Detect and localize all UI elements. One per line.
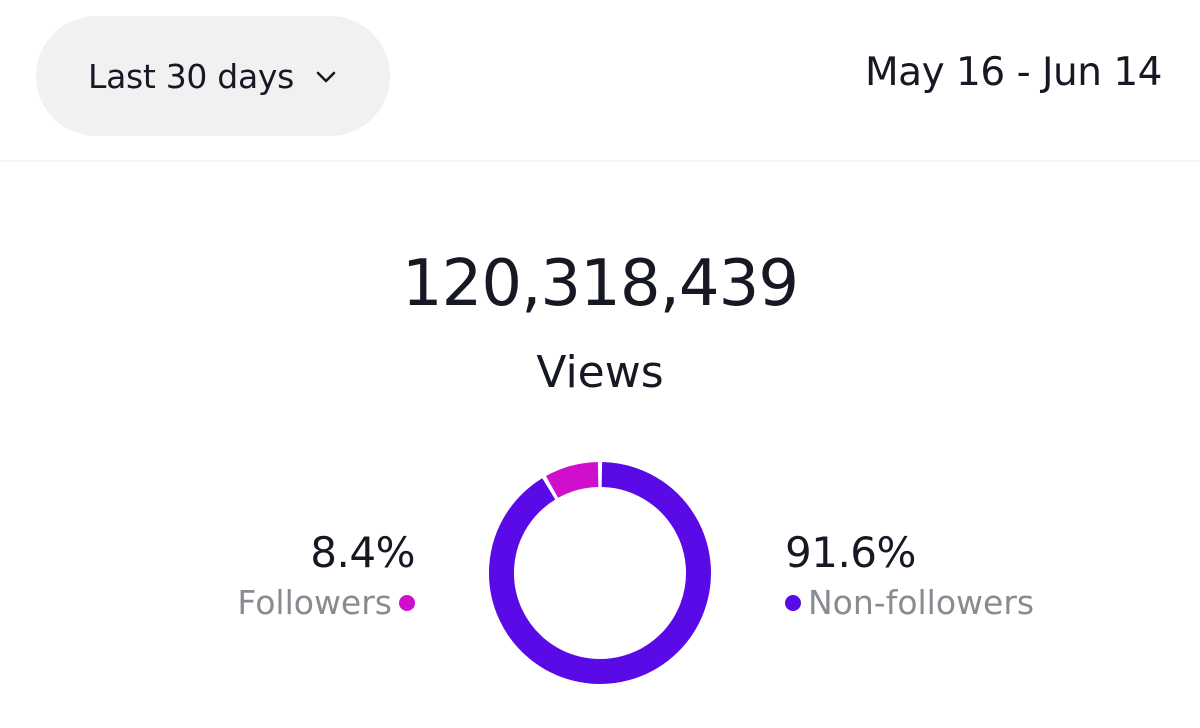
divider — [0, 160, 1200, 162]
views-donut-chart — [489, 462, 711, 684]
followers-stat: 8.4% Followers — [237, 526, 415, 626]
total-views-value: 120,318,439 — [401, 247, 799, 321]
chevron-down-icon — [316, 71, 336, 83]
non-followers-percent: 91.6% — [785, 528, 916, 577]
non-followers-label: Non-followers — [808, 583, 1035, 622]
followers-percent: 8.4% — [310, 528, 415, 577]
followers-dot — [399, 595, 415, 611]
followers-label: Followers — [237, 583, 392, 622]
date-range-text: May 16 - Jun 14 — [865, 50, 1162, 95]
total-views-label: Views — [536, 347, 664, 398]
header: Last 30 days May 16 - Jun 14 — [0, 0, 1200, 160]
date-range-dropdown[interactable]: Last 30 days — [36, 16, 390, 136]
non-followers-stat: 91.6% Non-followers — [785, 526, 1034, 626]
followers-legend: Followers — [237, 580, 415, 626]
date-range-dropdown-label: Last 30 days — [87, 56, 294, 96]
non-followers-dot — [785, 595, 801, 611]
donut-segment-non-followers — [489, 462, 711, 684]
donut-segment-followers — [545, 462, 599, 499]
non-followers-legend: Non-followers — [785, 580, 1034, 626]
